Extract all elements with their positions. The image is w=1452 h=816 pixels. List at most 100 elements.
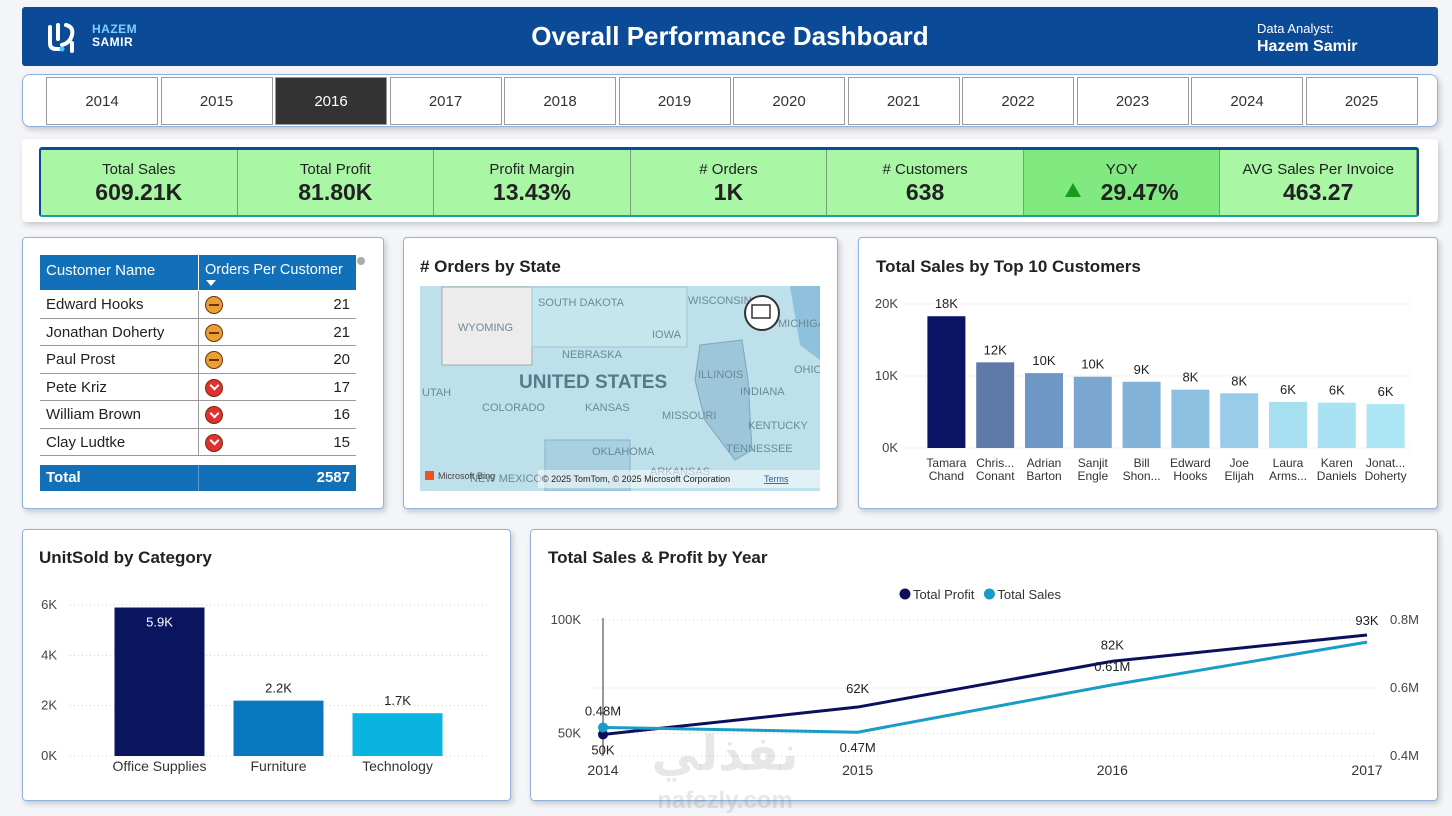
column-divider bbox=[198, 291, 199, 318]
column-divider bbox=[198, 401, 199, 428]
chart-title: Total Sales & Profit by Year bbox=[548, 548, 768, 567]
order-count: 21 bbox=[333, 323, 350, 341]
data-label: 82K bbox=[1101, 637, 1124, 652]
year-button[interactable]: 2017 bbox=[389, 77, 502, 125]
x-tick-label: Shon... bbox=[1123, 469, 1161, 483]
year-button[interactable]: 2021 bbox=[847, 77, 960, 125]
column-divider bbox=[198, 255, 199, 291]
bar bbox=[976, 362, 1015, 448]
data-label: 12K bbox=[984, 342, 1007, 357]
data-label: 10K bbox=[1081, 357, 1104, 372]
data-label: 5.9K bbox=[146, 615, 173, 630]
status-icon bbox=[205, 323, 223, 342]
analyst-name: Hazem Samir bbox=[1257, 38, 1358, 55]
data-label: 8K bbox=[1182, 370, 1198, 385]
kpi-label: Profit Margin bbox=[489, 161, 575, 178]
table-row: William Brown 16 bbox=[40, 401, 356, 429]
watermark: nafezly.com bbox=[657, 787, 793, 814]
data-label: 6K bbox=[1280, 382, 1296, 397]
status-icon bbox=[205, 433, 223, 452]
x-tick-label: Sanjit bbox=[1078, 456, 1109, 470]
year-button[interactable]: 2015 bbox=[160, 77, 273, 125]
state-label: KENTUCKY bbox=[748, 420, 809, 432]
x-tick-label: 2014 bbox=[587, 762, 618, 778]
bar bbox=[114, 607, 205, 756]
kpi-card: # Orders 1K bbox=[630, 150, 828, 215]
y-tick-label: 2K bbox=[41, 698, 57, 713]
data-label: 8K bbox=[1231, 373, 1247, 388]
point bbox=[598, 729, 608, 740]
state-label: NEBRASKA bbox=[562, 349, 623, 361]
year-button[interactable]: 2024 bbox=[1191, 77, 1303, 125]
total-value: 2587 bbox=[316, 469, 350, 486]
dashboard-title: Overall Performance Dashboard bbox=[531, 21, 929, 51]
column-divider bbox=[198, 465, 199, 491]
focus-icon bbox=[751, 304, 771, 319]
year-button[interactable]: 2023 bbox=[1076, 77, 1189, 125]
bar bbox=[1366, 404, 1405, 448]
kpi-card: Total Profit 81.80K bbox=[237, 150, 435, 215]
x-tick-label: Furniture bbox=[250, 758, 306, 774]
year-button[interactable]: 2019 bbox=[618, 77, 731, 125]
kpi-label: Total Sales bbox=[102, 161, 176, 178]
state-label: KANSAS bbox=[585, 402, 630, 414]
year-button[interactable]: 2018 bbox=[504, 77, 616, 125]
lake bbox=[790, 286, 820, 360]
y-tick-label: 0K bbox=[882, 440, 898, 455]
data-label: 6K bbox=[1378, 384, 1394, 399]
y-tick-label: 0.6M bbox=[1390, 680, 1419, 695]
data-label: 10K bbox=[1032, 353, 1055, 368]
x-tick-label: Chris... bbox=[976, 456, 1014, 470]
x-tick-label: Jonat... bbox=[1366, 456, 1405, 470]
y-tick-label: 4K bbox=[41, 647, 57, 662]
state-shape bbox=[531, 286, 688, 348]
customer-name: Clay Ludtke bbox=[46, 433, 126, 451]
state-label: COLORADO bbox=[482, 402, 545, 414]
table-header: Customer Name Orders Per Customer bbox=[40, 255, 356, 291]
kpi-value: 29.47% bbox=[1024, 179, 1220, 206]
kpi-value: 609.21K bbox=[41, 179, 237, 206]
kpi-band bbox=[39, 147, 1419, 217]
column-divider bbox=[198, 428, 199, 456]
legend-swatch bbox=[899, 588, 911, 600]
legend-label: Total Sales bbox=[997, 587, 1061, 602]
bar bbox=[352, 713, 443, 756]
logo-line: HAZEM bbox=[92, 22, 138, 36]
year-button[interactable]: 2016 bbox=[275, 77, 387, 125]
x-tick-label: Hooks bbox=[1173, 469, 1207, 483]
bar bbox=[1171, 389, 1210, 448]
kpi-value-text: 638 bbox=[905, 179, 945, 205]
x-tick-label: Engle bbox=[1077, 469, 1108, 483]
year-button[interactable]: 2014 bbox=[46, 77, 158, 125]
year-button[interactable]: 2022 bbox=[962, 77, 1074, 125]
attribution-bg bbox=[538, 470, 820, 488]
trend-arrow bbox=[1064, 183, 1081, 197]
data-label: 0.61M bbox=[1094, 659, 1130, 674]
year-button[interactable]: 2025 bbox=[1305, 77, 1418, 125]
status-icon bbox=[205, 351, 223, 369]
map-attribution: © 2025 TomTom, © 2025 Microsoft Corporat… bbox=[542, 474, 730, 484]
status-glyph bbox=[209, 331, 219, 334]
kpi-value: 463.27 bbox=[1220, 179, 1416, 206]
state-label: WYOMING bbox=[458, 322, 513, 334]
kpi-label: YOY bbox=[1105, 161, 1138, 178]
x-tick-label: Elijah bbox=[1225, 469, 1254, 483]
data-label: 2.2K bbox=[265, 681, 292, 696]
customer-name: William Brown bbox=[46, 406, 142, 423]
data-label: 1.7K bbox=[384, 693, 411, 708]
logo-line: SAMIR bbox=[92, 35, 134, 49]
bar bbox=[927, 316, 966, 448]
y-tick-label: 50K bbox=[558, 725, 581, 740]
state-label: NEW MEXICO bbox=[470, 473, 543, 485]
year-button[interactable]: 2020 bbox=[733, 77, 845, 125]
logo-icon bbox=[48, 23, 75, 53]
map-title: # Orders by State bbox=[420, 257, 561, 276]
table-row: Paul Prost 20 bbox=[40, 346, 356, 374]
bar bbox=[1220, 393, 1259, 448]
kpi-value: 81.80K bbox=[238, 179, 434, 206]
bar bbox=[1269, 401, 1307, 448]
chart-title: UnitSold by Category bbox=[39, 548, 212, 567]
map-terms: Terms bbox=[764, 474, 789, 484]
y-tick-label: 10K bbox=[875, 368, 898, 383]
